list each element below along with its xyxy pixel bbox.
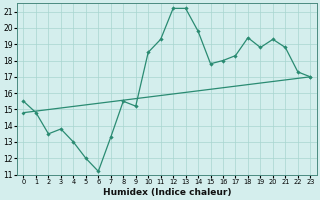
X-axis label: Humidex (Indice chaleur): Humidex (Indice chaleur) xyxy=(103,188,231,197)
